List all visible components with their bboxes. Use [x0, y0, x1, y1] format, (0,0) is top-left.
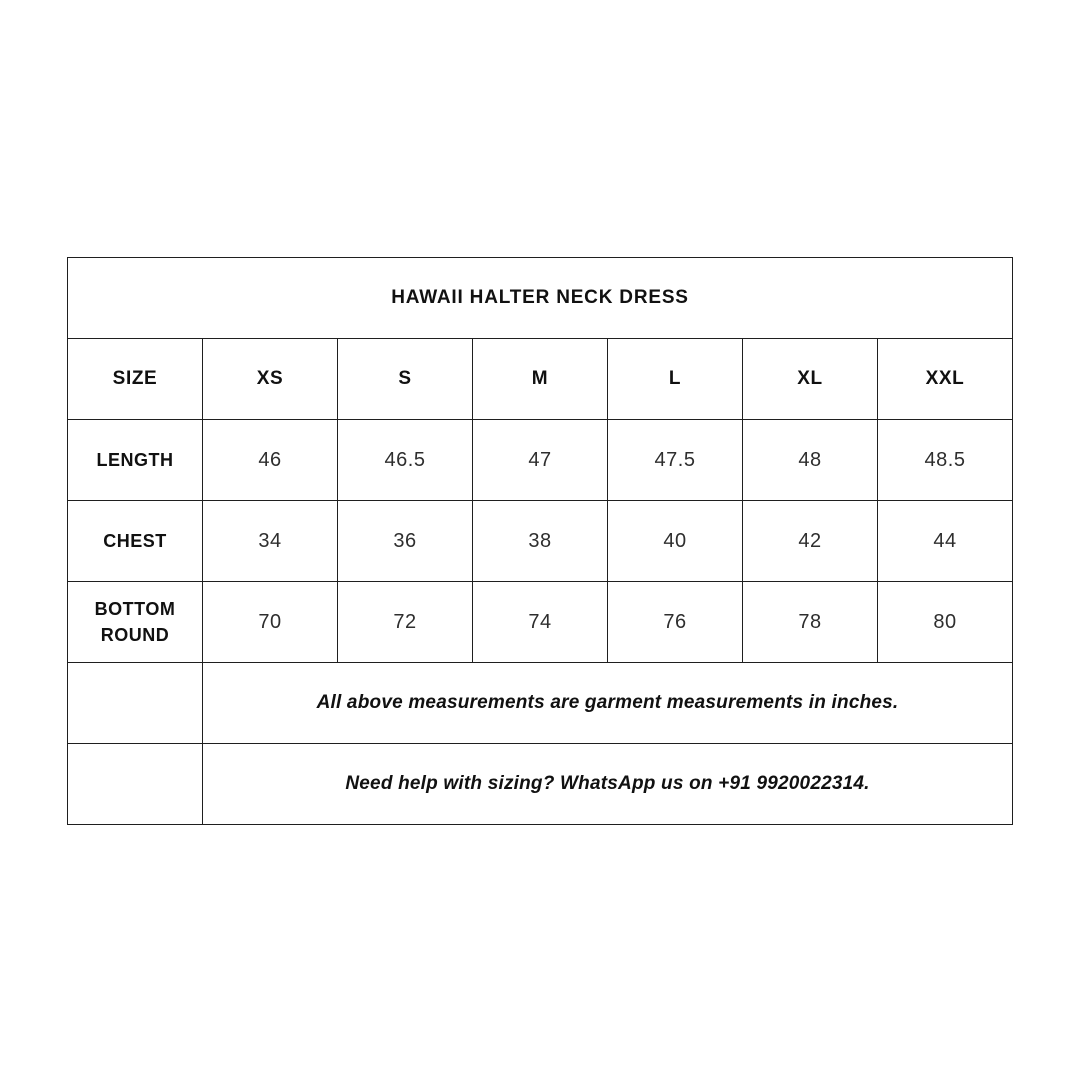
measurement-label-chest: CHEST	[67, 500, 203, 582]
size-chart-table: HAWAII HALTER NECK DRESS SIZE XS S M L X…	[67, 257, 1013, 825]
empty-cell	[67, 662, 203, 744]
measurement-value: 70	[202, 581, 338, 663]
measurement-value: 46.5	[337, 419, 473, 501]
measurement-label-length: LENGTH	[67, 419, 203, 501]
table-row-chest: CHEST 34 36 38 40 42 44	[67, 500, 1013, 582]
chart-title: HAWAII HALTER NECK DRESS	[67, 257, 1013, 339]
title-row: HAWAII HALTER NECK DRESS	[67, 257, 1013, 339]
header-size-xxl: XXL	[877, 338, 1013, 420]
table-row-bottom-round: BOTTOM ROUND 70 72 74 76 78 80	[67, 581, 1013, 663]
header-row: SIZE XS S M L XL XXL	[67, 338, 1013, 420]
measurement-value: 46	[202, 419, 338, 501]
measurement-value: 72	[337, 581, 473, 663]
measurement-value: 38	[472, 500, 608, 582]
note-row-measurements: All above measurements are garment measu…	[67, 662, 1013, 744]
measurement-value: 44	[877, 500, 1013, 582]
header-size-label: SIZE	[67, 338, 203, 420]
measurement-value: 40	[607, 500, 743, 582]
header-size-xs: XS	[202, 338, 338, 420]
measurement-value: 78	[742, 581, 878, 663]
table-row-length: LENGTH 46 46.5 47 47.5 48 48.5	[67, 419, 1013, 501]
measurement-label-bottom-round: BOTTOM ROUND	[67, 581, 203, 663]
measurement-value: 47	[472, 419, 608, 501]
header-size-l: L	[607, 338, 743, 420]
header-size-xl: XL	[742, 338, 878, 420]
header-size-m: M	[472, 338, 608, 420]
measurement-value: 42	[742, 500, 878, 582]
measurement-value: 76	[607, 581, 743, 663]
measurement-value: 80	[877, 581, 1013, 663]
measurement-value: 47.5	[607, 419, 743, 501]
note-measurements: All above measurements are garment measu…	[202, 662, 1013, 744]
empty-cell	[67, 743, 203, 825]
measurement-value: 48	[742, 419, 878, 501]
header-size-s: S	[337, 338, 473, 420]
measurement-value: 74	[472, 581, 608, 663]
note-whatsapp: Need help with sizing? WhatsApp us on +9…	[202, 743, 1013, 825]
measurement-value: 36	[337, 500, 473, 582]
measurement-value: 48.5	[877, 419, 1013, 501]
note-row-whatsapp: Need help with sizing? WhatsApp us on +9…	[67, 743, 1013, 825]
measurement-value: 34	[202, 500, 338, 582]
